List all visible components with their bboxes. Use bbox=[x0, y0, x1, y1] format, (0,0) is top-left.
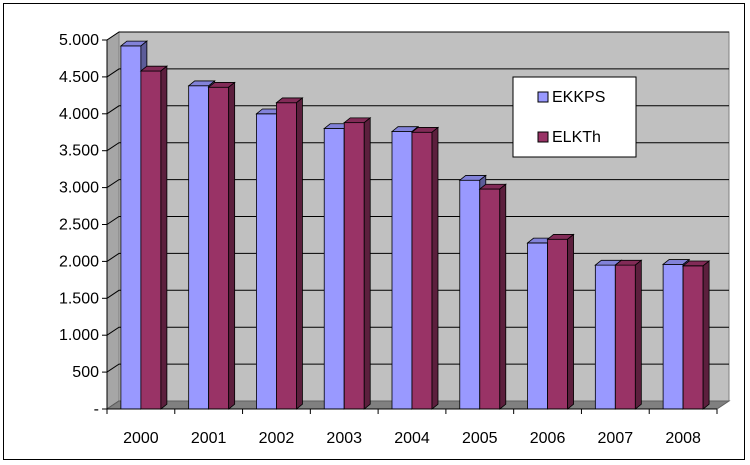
bar-front bbox=[614, 264, 636, 410]
x-tick-label: 2004 bbox=[394, 430, 430, 447]
x-axis: 2000 2001 2002 2003 2004 2005 2006 2007 2008 bbox=[106, 408, 718, 447]
bar-front bbox=[479, 188, 501, 410]
bar-side bbox=[160, 65, 168, 410]
y-tick-label: 2.500 bbox=[59, 217, 99, 234]
bar-elkth-2001 bbox=[207, 81, 236, 410]
legend-label-elkth: ELKTh bbox=[552, 129, 601, 146]
legend: EKKPS ELKTh bbox=[512, 76, 637, 158]
gridline bbox=[106, 216, 729, 225]
x-tick-label: 2006 bbox=[530, 430, 566, 447]
bar-side bbox=[499, 183, 507, 410]
bar-side bbox=[634, 259, 642, 410]
bar-front bbox=[323, 128, 345, 410]
y-tick-label: 500 bbox=[72, 364, 99, 381]
bar-elkth-2000 bbox=[139, 65, 169, 410]
y-axis: - 500 1.000 1.500 2.000 2.500 3.000 3.500 4.000 4… bbox=[59, 32, 108, 418]
y-tick-label: 3.000 bbox=[59, 180, 99, 197]
x-tick-label: 2007 bbox=[598, 430, 634, 447]
bar-front bbox=[682, 265, 704, 410]
bar-front bbox=[547, 238, 568, 410]
bar-front bbox=[276, 102, 297, 410]
x-tick-label: 2000 bbox=[123, 430, 159, 447]
bar-front bbox=[662, 263, 684, 410]
legend-swatch-ekkps bbox=[537, 91, 549, 103]
gridline bbox=[106, 179, 729, 189]
y-tick-label: 1.500 bbox=[59, 290, 99, 307]
x-tick-label: 2001 bbox=[191, 430, 227, 447]
legend-box bbox=[512, 76, 637, 158]
bar-elkth-2005 bbox=[478, 183, 507, 410]
bar-front bbox=[527, 242, 548, 410]
bar-front bbox=[120, 45, 142, 410]
x-tick-label: 2002 bbox=[259, 430, 295, 447]
x-tick-label: 2005 bbox=[462, 430, 498, 447]
gridline bbox=[106, 68, 729, 78]
y-tick-label: 3.500 bbox=[59, 143, 99, 160]
bar-elkth-2002 bbox=[275, 97, 304, 410]
bar-front bbox=[188, 85, 210, 410]
y-tick-label: 5.000 bbox=[59, 32, 99, 49]
bar-front bbox=[411, 131, 433, 410]
gridline bbox=[106, 289, 729, 299]
bar-side bbox=[702, 260, 710, 410]
bar-front bbox=[208, 86, 230, 410]
bar-side bbox=[228, 81, 236, 410]
bar-front bbox=[140, 70, 162, 410]
bar-front bbox=[343, 122, 365, 410]
y-tick-label: - bbox=[94, 401, 99, 418]
bar-side bbox=[363, 117, 371, 410]
bar-front bbox=[391, 131, 413, 410]
legend-label-ekkps: EKKPS bbox=[552, 89, 605, 106]
bar-side bbox=[431, 126, 439, 410]
legend-swatch-elkth bbox=[537, 131, 549, 143]
y-tick-label: 4.000 bbox=[59, 106, 99, 123]
bar-side bbox=[296, 97, 303, 410]
gridline bbox=[106, 252, 729, 262]
bar-elkth-2007 bbox=[614, 259, 643, 410]
x-tick-label: 2003 bbox=[326, 430, 362, 447]
bars bbox=[119, 40, 711, 410]
gridline bbox=[106, 31, 729, 41]
bar-elkth-2006 bbox=[546, 233, 575, 410]
bar-elkth-2008 bbox=[681, 260, 711, 410]
gridline bbox=[106, 363, 729, 373]
y-tick-label: 2.000 bbox=[59, 253, 99, 270]
y-tick-label: 1.000 bbox=[59, 327, 99, 344]
bar-elkth-2004 bbox=[410, 126, 440, 410]
bar-side bbox=[567, 233, 574, 410]
y-tick-label: 4.500 bbox=[59, 69, 99, 86]
bar-front bbox=[459, 179, 481, 410]
bar-elkth-2003 bbox=[343, 117, 372, 410]
bar-front bbox=[594, 264, 616, 410]
gridline bbox=[106, 326, 729, 336]
x-tick-label: 2008 bbox=[665, 430, 701, 447]
bar-front bbox=[256, 113, 277, 410]
